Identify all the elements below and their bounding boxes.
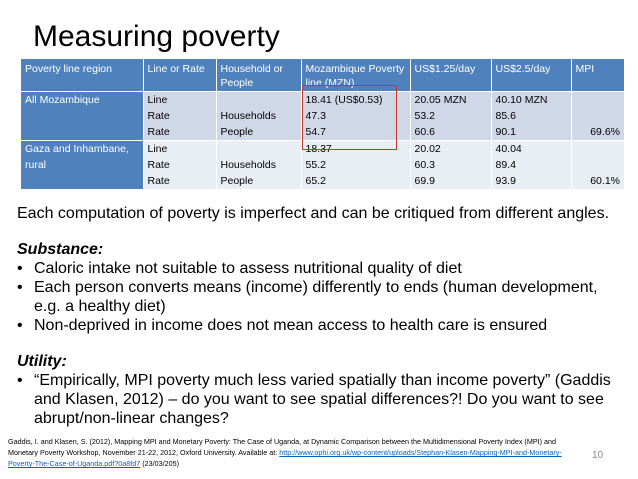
page-number: 10 [592,450,604,461]
line-or-rate-cell: Line Rate Rate [143,140,217,189]
poverty-table: Poverty line region Line or Rate Househo… [21,59,624,189]
body-text: Each computation of poverty is imperfect… [17,204,617,428]
mozambique-line-cell: 18.41 (US$0.53) 47.3 54.7 [301,91,411,141]
utility-list: • “Empirically, MPI poverty much less var… [17,371,617,428]
list-item: • Caloric intake not suitable to assess n… [17,260,462,277]
footnote-text: Gaddis, I. and Klasen, S. (2012), Mappin… [8,437,556,457]
line-or-rate-cell: Line Rate Rate [143,91,217,141]
intro-text: Each computation of poverty is imperfect… [17,205,610,222]
header-usd125: US$1.25/day [410,59,492,92]
mozambique-line-cell: 18.37 55.2 65.2 [301,140,411,189]
header-usd25: US$2.5/day [491,59,572,92]
list-item: • “Empirically, MPI poverty much less var… [17,372,611,427]
footnote-link[interactable]: http://www.ophi.org.uk/wp-content/upload… [8,448,562,468]
table-row: Gaza and Inhambane, rural Line Rate Rate H… [21,140,624,189]
bullet-icon: • [17,279,23,296]
usd25-cell: 40.10 MZN 85.6 90.1 [491,91,572,141]
substance-heading: Substance: [17,241,104,258]
list-item: • Each person converts means (income) dif… [17,279,598,315]
list-item: • Non-deprived in income does not mean ac… [17,317,548,334]
slide-title: Measuring poverty [33,20,280,53]
region-cell: Gaza and Inhambane, rural [21,140,144,189]
footnote: Gaddis, I. and Klasen, S. (2012), Mappin… [8,436,580,469]
header-region: Poverty line region [21,59,144,92]
region-cell: All Mozambique [21,91,144,141]
substance-list: • Caloric intake not suitable to assess n… [17,259,617,335]
header-mozambique-line: Mozambique Poverty line (MZN) [301,59,411,92]
header-mpi: MPI [571,59,624,92]
header-household-people: Household or People [216,59,302,92]
usd125-cell: 20.02 60.3 69.9 [410,140,492,189]
usd25-cell: 40.04 89.4 93.9 [491,140,572,189]
mpi-cell: 60.1% [571,140,624,189]
bullet-icon: • [17,317,23,334]
usd125-cell: 20.05 MZN 53.2 60.6 [410,91,492,141]
utility-heading: Utility: [17,353,67,370]
mpi-cell: 69.6% [571,91,624,141]
header-line-or-rate: Line or Rate [143,59,217,92]
table-header-row: Poverty line region Line or Rate Househo… [21,59,624,92]
household-people-cell: Households People [216,140,302,189]
bullet-icon: • [17,372,23,389]
household-people-cell: Households People [216,91,302,141]
bullet-icon: • [17,260,23,277]
table-row: All Mozambique Line Rate Rate Households Pe… [21,91,624,141]
footnote-date: (23/03/205) [140,459,180,468]
